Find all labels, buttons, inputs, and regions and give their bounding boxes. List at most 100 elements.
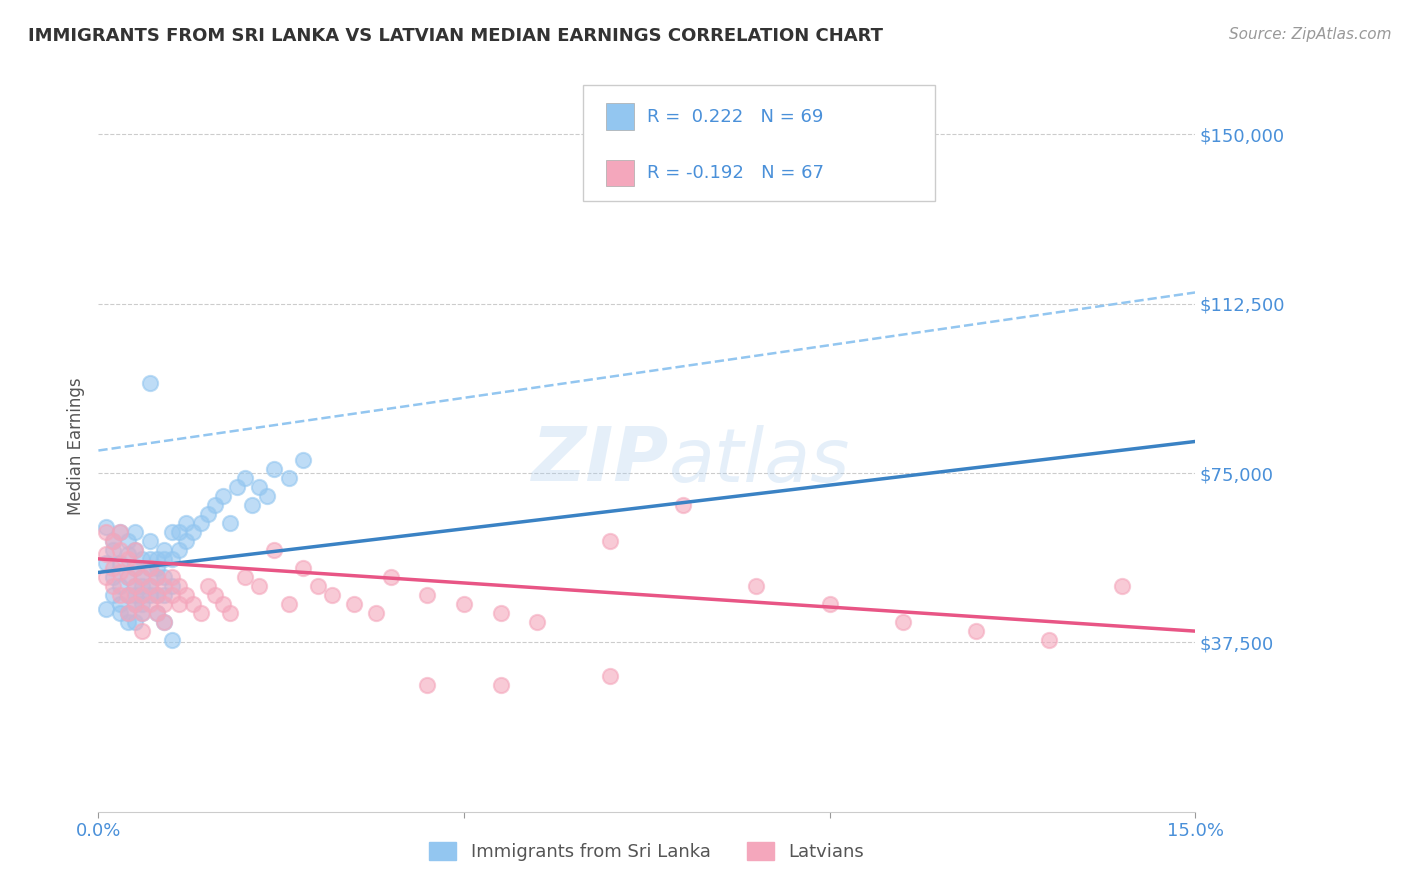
Point [891, 615, 914, 629]
Point [110, 524, 132, 539]
Point [1038, 633, 1060, 648]
Point [124, 561, 146, 575]
Point [204, 588, 226, 602]
Point [343, 597, 366, 611]
Point [174, 588, 197, 602]
Point [110, 566, 132, 580]
Point [110, 606, 132, 620]
Point [183, 524, 205, 539]
Point [117, 606, 139, 620]
Point [366, 606, 388, 620]
Text: R =  0.222   N = 69: R = 0.222 N = 69 [647, 108, 823, 126]
Point [94, 601, 117, 615]
Point [153, 588, 176, 602]
Legend: Immigrants from Sri Lanka, Latvians: Immigrants from Sri Lanka, Latvians [422, 835, 872, 869]
Point [101, 533, 124, 548]
Point [416, 588, 439, 602]
Point [131, 588, 153, 602]
Point [110, 597, 132, 611]
Point [124, 588, 146, 602]
Point [131, 597, 153, 611]
Point [160, 588, 183, 602]
Point [146, 606, 169, 620]
Point [167, 579, 190, 593]
Point [110, 579, 132, 593]
Point [131, 552, 153, 566]
Point [124, 542, 146, 557]
Point [489, 678, 512, 692]
Point [153, 615, 176, 629]
Point [110, 588, 132, 602]
Point [219, 606, 242, 620]
Point [183, 597, 205, 611]
Point [131, 588, 153, 602]
Point [160, 552, 183, 566]
Point [599, 533, 621, 548]
Point [197, 507, 219, 521]
Text: Source: ZipAtlas.com: Source: ZipAtlas.com [1229, 27, 1392, 42]
Point [124, 597, 146, 611]
Point [124, 524, 146, 539]
Point [131, 570, 153, 584]
Point [131, 606, 153, 620]
Point [117, 615, 139, 629]
Point [174, 516, 197, 530]
Point [117, 570, 139, 584]
Point [138, 579, 160, 593]
Point [1111, 579, 1133, 593]
Point [138, 552, 160, 566]
Point [124, 579, 146, 593]
Point [146, 588, 169, 602]
Point [117, 547, 139, 561]
Point [131, 606, 153, 620]
Point [526, 615, 548, 629]
Point [190, 606, 212, 620]
Point [197, 579, 219, 593]
Point [211, 597, 233, 611]
Point [124, 561, 146, 575]
Point [138, 533, 160, 548]
Point [131, 570, 153, 584]
Point [94, 557, 117, 571]
Point [153, 542, 176, 557]
Point [124, 597, 146, 611]
Point [292, 561, 315, 575]
Point [226, 480, 249, 494]
Point [233, 470, 256, 484]
Point [818, 597, 841, 611]
Text: R = -0.192   N = 67: R = -0.192 N = 67 [647, 164, 824, 182]
Point [124, 579, 146, 593]
Point [263, 461, 285, 475]
Point [745, 579, 768, 593]
Point [138, 376, 160, 390]
Point [167, 542, 190, 557]
Point [138, 561, 160, 575]
Point [153, 597, 176, 611]
Point [124, 615, 146, 629]
Point [146, 570, 169, 584]
Point [101, 533, 124, 548]
Point [167, 597, 190, 611]
Point [219, 516, 242, 530]
Point [146, 606, 169, 620]
Point [124, 542, 146, 557]
Point [153, 552, 176, 566]
Point [138, 561, 160, 575]
Point [131, 624, 153, 639]
Point [110, 524, 132, 539]
Point [146, 561, 169, 575]
Point [110, 542, 132, 557]
Point [160, 524, 183, 539]
Text: IMMIGRANTS FROM SRI LANKA VS LATVIAN MEDIAN EARNINGS CORRELATION CHART: IMMIGRANTS FROM SRI LANKA VS LATVIAN MED… [28, 27, 883, 45]
Point [101, 588, 124, 602]
Point [160, 579, 183, 593]
Point [153, 579, 176, 593]
Point [247, 480, 270, 494]
Point [233, 570, 256, 584]
Point [277, 470, 299, 484]
Point [94, 547, 117, 561]
Point [211, 489, 233, 503]
Y-axis label: Median Earnings: Median Earnings [66, 377, 84, 515]
Point [247, 579, 270, 593]
Point [599, 669, 621, 683]
